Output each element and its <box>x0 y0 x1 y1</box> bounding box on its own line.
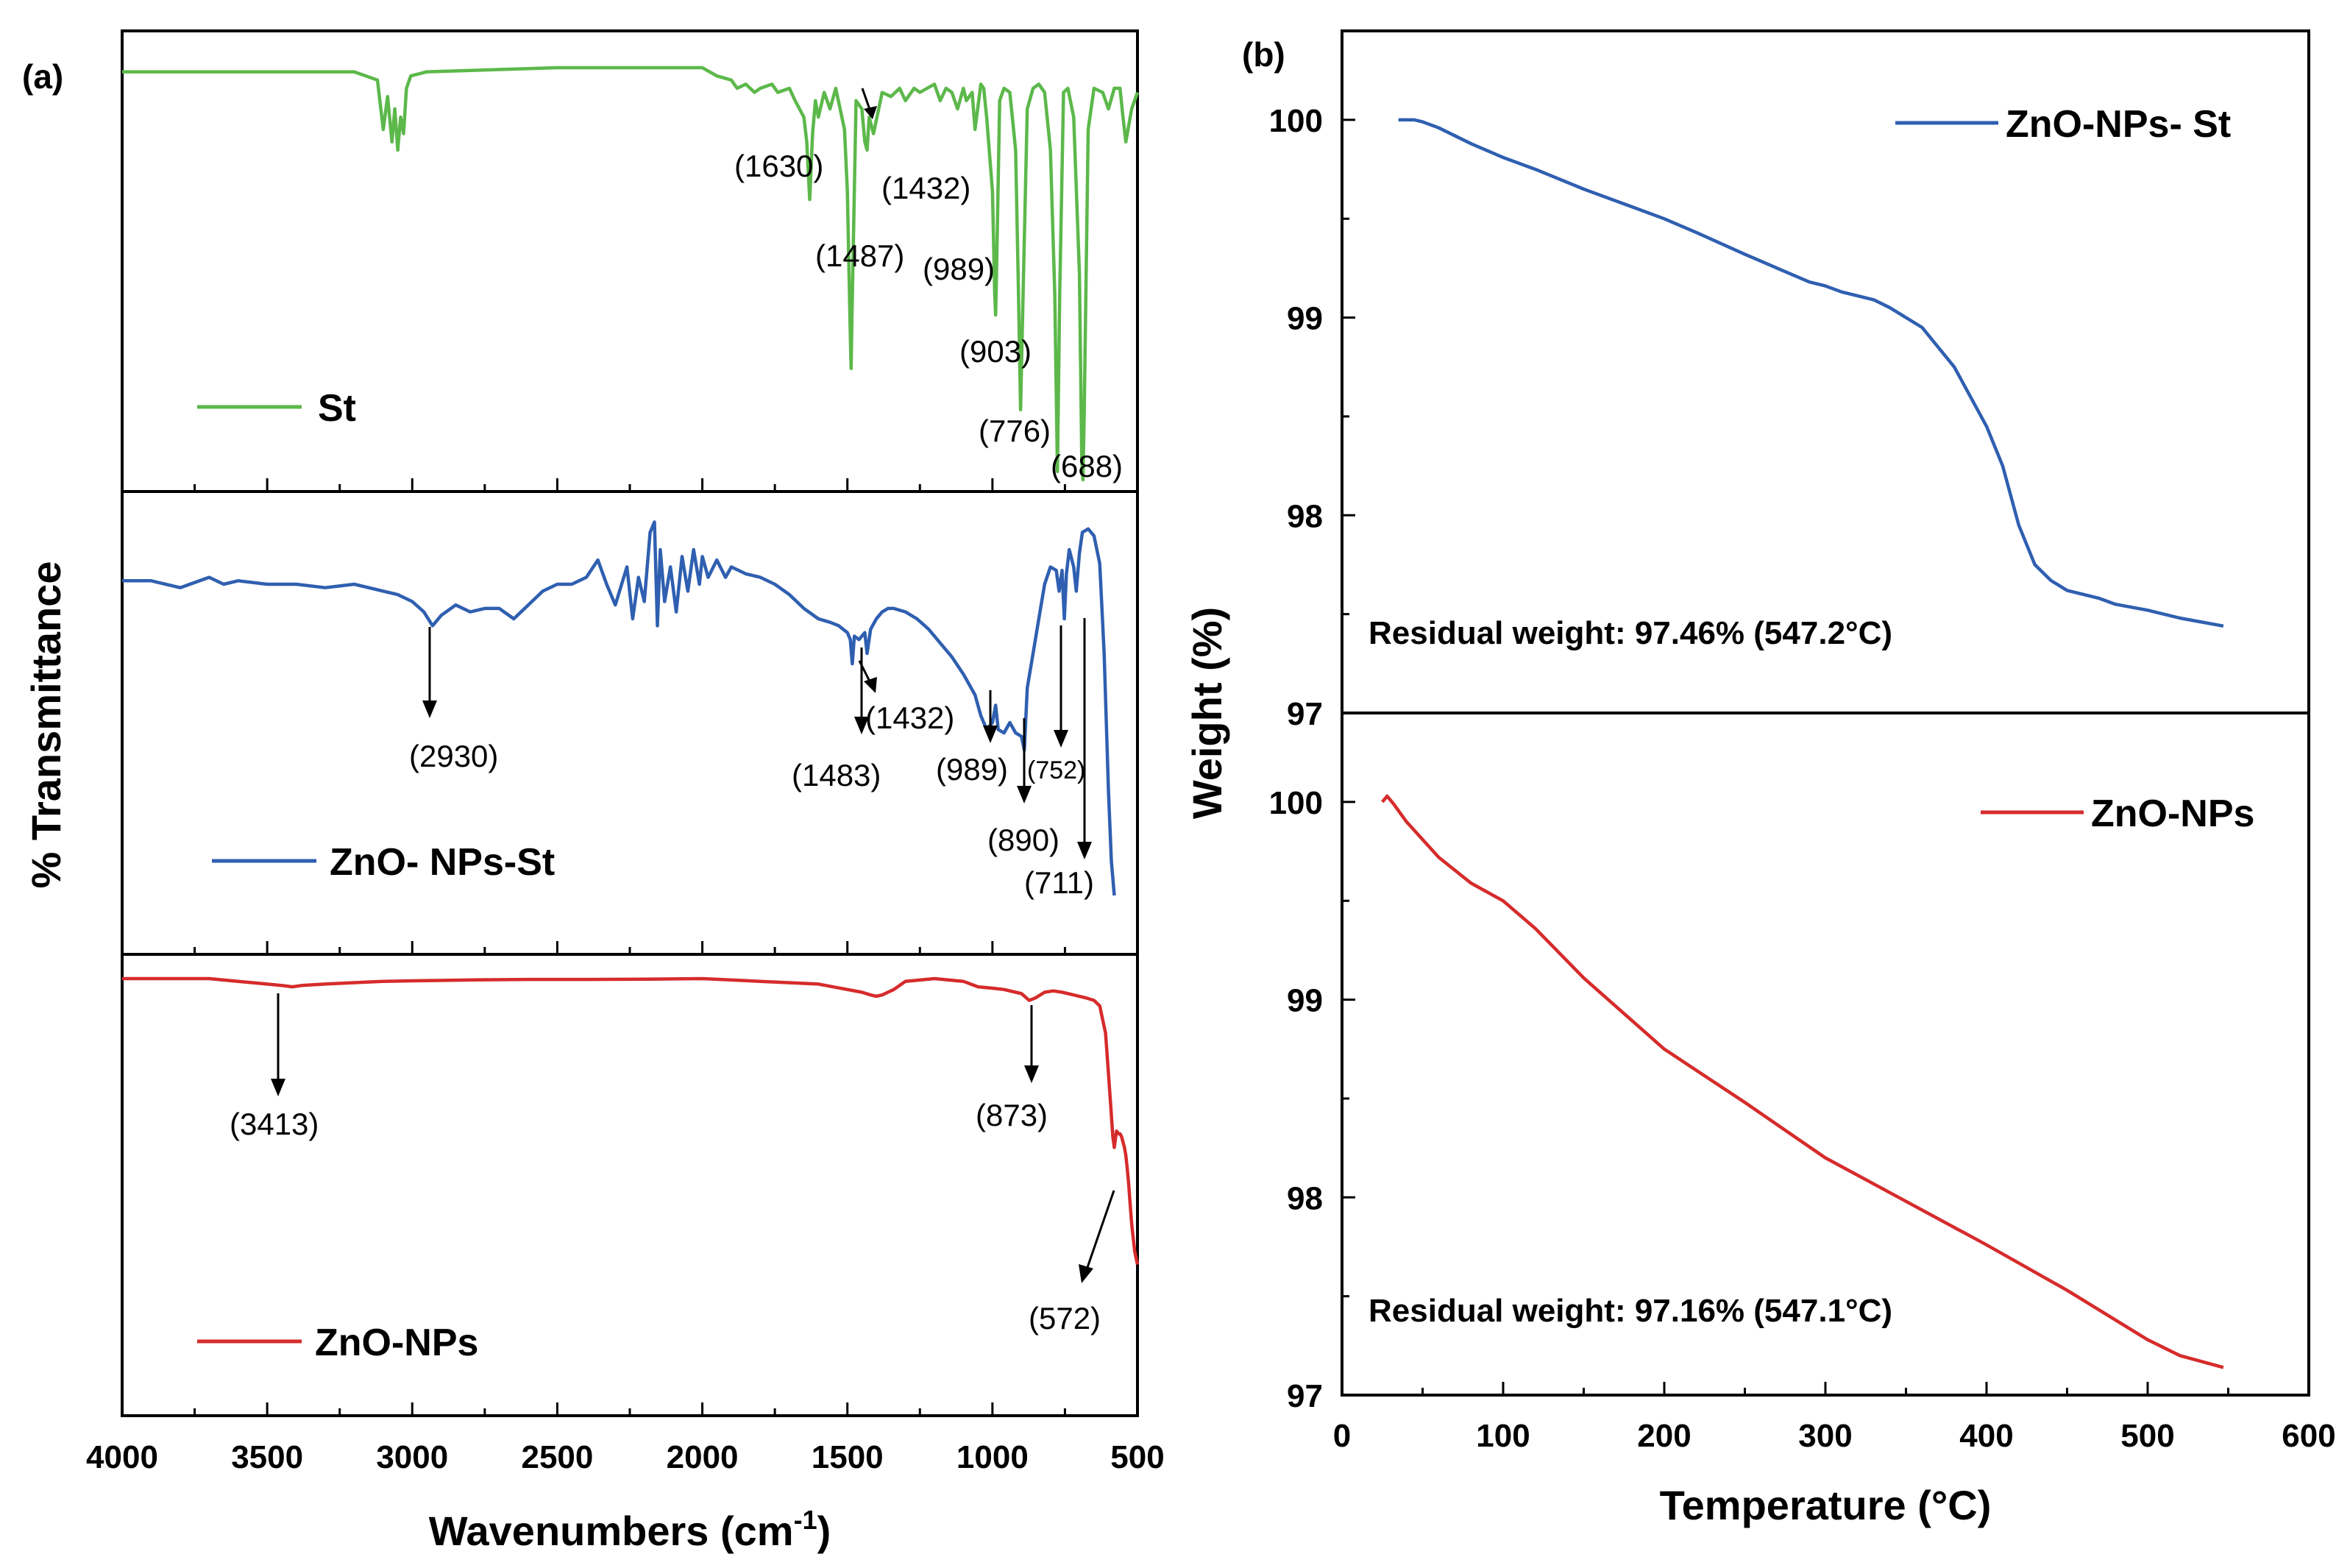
residual-weight-zno-nps-st: Residual weight: 97.46% (547.2°C) <box>1369 615 1892 651</box>
tga-ytick-label: 100 <box>1269 785 1323 821</box>
peak-arrow-head <box>1079 1264 1093 1283</box>
panel-a-label: (a) <box>22 57 63 96</box>
tga-xtick-label: 100 <box>1476 1418 1530 1454</box>
peak-arrow-head <box>1054 730 1068 748</box>
tga-xtick-label: 0 <box>1333 1418 1351 1454</box>
tga-ytick-label: 99 <box>1287 983 1323 1019</box>
ftir-y-axis-title: % Transmittance <box>23 561 69 888</box>
ftir-xtick-label: 1000 <box>956 1439 1029 1475</box>
legend-label-st: St <box>318 387 356 430</box>
tga-ytick-label: 99 <box>1287 301 1323 337</box>
peak-label: (890) <box>987 823 1059 857</box>
peak-label: (873) <box>976 1098 1048 1132</box>
peak-arrow-head <box>854 717 869 734</box>
peak-arrow-head <box>1077 842 1092 859</box>
peak-label: (989) <box>923 252 995 286</box>
peak-arrow <box>1083 1190 1115 1277</box>
ftir-series-st <box>122 65 1140 482</box>
tga-ytick-label: 98 <box>1287 1180 1323 1216</box>
ftir-series-zno-nps-st <box>122 520 1116 896</box>
ftir-x-tick-labels: 4000 3500 3000 2500 2000 1500 1000 500 <box>86 1439 1165 1475</box>
legend-label-zno-nps-st-tga: ZnO-NPs- St <box>2006 103 2231 146</box>
peak-label: (776) <box>979 414 1051 448</box>
peak-label: (1432) <box>865 700 954 735</box>
tga-chart: 97 98 99 100 97 98 99 100 0 100 200 300 … <box>1184 29 2336 1528</box>
tga-y-axis-title: Weight (%) <box>1184 607 1230 819</box>
ftir-x-axis-title: Wavenumbers (cm-1) <box>429 1505 831 1554</box>
tga-x-axis-title: Temperature (°C) <box>1660 1482 1992 1528</box>
tga-xtick-label: 500 <box>2120 1418 2174 1454</box>
peak-arrow-head <box>864 677 877 693</box>
ftir-xtick-label: 3500 <box>231 1439 303 1475</box>
panel-b-label: (b) <box>1242 35 1285 74</box>
peak-arrow-head <box>1017 786 1032 803</box>
peak-label: (688) <box>1051 449 1123 483</box>
ftir-x-axis-title-main: Wavenumbers (cm <box>429 1508 794 1554</box>
peak-arrow-head <box>864 106 877 119</box>
tga-ytick-label: 97 <box>1287 1378 1323 1414</box>
ftir-xtick-label: 3000 <box>376 1439 448 1475</box>
tga-xtick-label: 600 <box>2282 1418 2335 1454</box>
peak-label: (1432) <box>881 171 970 205</box>
peak-label: (2930) <box>409 739 498 773</box>
legend-label-zno-nps: ZnO-NPs <box>315 1322 478 1364</box>
ftir-x-ticks <box>121 478 1139 1416</box>
peak-arrow-head <box>983 726 998 743</box>
ftir-xtick-label: 2500 <box>521 1439 593 1475</box>
tga-xtick-label: 400 <box>1959 1418 2013 1454</box>
peak-arrow-head <box>271 1079 285 1096</box>
legend-label-zno-nps-st: ZnO- NPs-St <box>330 841 555 884</box>
peak-arrow-head <box>1024 1065 1039 1083</box>
tga-y-tick-labels-top: 97 98 99 100 <box>1269 103 1323 732</box>
ftir-chart: 4000 3500 3000 2500 2000 1500 1000 500 W… <box>23 29 1165 1554</box>
tga-ytick-label: 98 <box>1287 498 1323 534</box>
tga-xtick-label: 200 <box>1637 1418 1691 1454</box>
legend-label-zno-nps-tga: ZnO-NPs <box>2091 792 2254 835</box>
ftir-x-axis-title-sup: -1 <box>794 1505 817 1535</box>
ftir-xtick-label: 500 <box>1110 1439 1164 1475</box>
tga-ytick-label: 100 <box>1269 103 1323 139</box>
ftir-curves <box>122 65 1140 1265</box>
tga-ytick-label: 97 <box>1287 696 1323 732</box>
ftir-series-zno-nps <box>122 976 1140 1265</box>
tga-ticks <box>1341 118 2310 1397</box>
tga-x-tick-labels: 0 100 200 300 400 500 600 <box>1333 1418 2336 1454</box>
ftir-x-axis-title-close: ) <box>817 1508 831 1554</box>
tga-series-zno-nps <box>1381 794 2224 1369</box>
peak-label: (3413) <box>230 1107 319 1141</box>
ftir-xtick-label: 4000 <box>86 1439 158 1475</box>
peak-label: (752) <box>1027 756 1085 784</box>
residual-weight-zno-nps: Residual weight: 97.16% (547.1°C) <box>1369 1293 1892 1329</box>
peak-label: (1487) <box>815 238 904 273</box>
ftir-xtick-label: 2000 <box>667 1439 739 1475</box>
ftir-xtick-label: 1500 <box>812 1439 884 1475</box>
peak-label: (1483) <box>792 758 881 792</box>
tga-series-zno-nps-st <box>1398 118 2224 628</box>
peak-arrow-head <box>422 700 437 718</box>
tga-xtick-label: 300 <box>1798 1418 1852 1454</box>
peak-label: (572) <box>1029 1301 1101 1335</box>
peak-label: (989) <box>936 752 1008 787</box>
tga-curves <box>1381 118 2224 1369</box>
peak-label: (903) <box>959 334 1032 369</box>
peak-label: (711) <box>1024 865 1094 900</box>
tga-y-tick-labels-bottom: 97 98 99 100 <box>1269 785 1323 1414</box>
peak-label: (1630) <box>734 149 823 183</box>
